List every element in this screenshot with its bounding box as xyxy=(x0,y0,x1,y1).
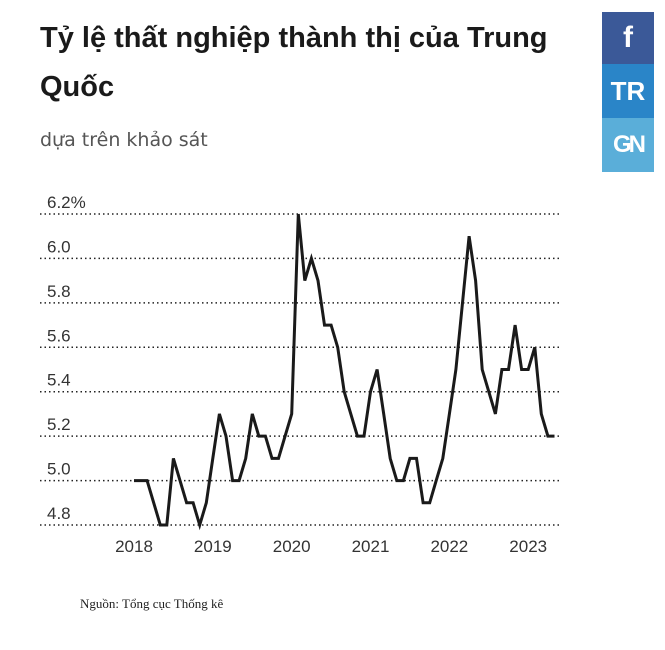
gn-share-button[interactable]: GN xyxy=(602,118,654,172)
y-tick-label: 4.8 xyxy=(47,504,71,523)
chart-title: Tỷ lệ thất nghiệp thành thị của Trung Qu… xyxy=(40,22,548,103)
source-note: Nguồn: Tổng cục Thống kê xyxy=(80,596,224,611)
y-tick-label: 5.8 xyxy=(47,282,71,301)
share-gn-icon: GN xyxy=(613,131,646,158)
x-tick-label: 2018 xyxy=(115,537,153,556)
x-tick-label: 2023 xyxy=(509,537,547,556)
y-tick-label: 6.2% xyxy=(47,193,86,212)
facebook-share-button[interactable]: f xyxy=(602,12,654,64)
chart-subtitle: dựa trên khảo sát xyxy=(40,129,208,151)
tr-share-button[interactable]: TR xyxy=(602,64,654,118)
y-tick-label: 5.0 xyxy=(47,460,71,479)
share-bar: f TR GN xyxy=(602,12,654,172)
facebook-icon: f xyxy=(623,21,633,54)
x-tick-label: 2020 xyxy=(273,537,311,556)
y-tick-label: 6.0 xyxy=(47,237,71,256)
x-tick-label: 2021 xyxy=(352,537,390,556)
x-tick-label: 2022 xyxy=(430,537,468,556)
series-line xyxy=(134,213,555,531)
x-tick-label: 2019 xyxy=(194,537,232,556)
line-chart: 4.8 5.0 5.2 5.4 5.6 5.8 6.0 6.2% 2018 2019 2020 202… xyxy=(40,193,560,556)
share-tr-icon: TR xyxy=(610,75,646,106)
y-tick-label: 5.2 xyxy=(47,415,71,434)
y-tick-label: 5.6 xyxy=(47,326,71,345)
y-tick-label: 5.4 xyxy=(47,371,71,390)
